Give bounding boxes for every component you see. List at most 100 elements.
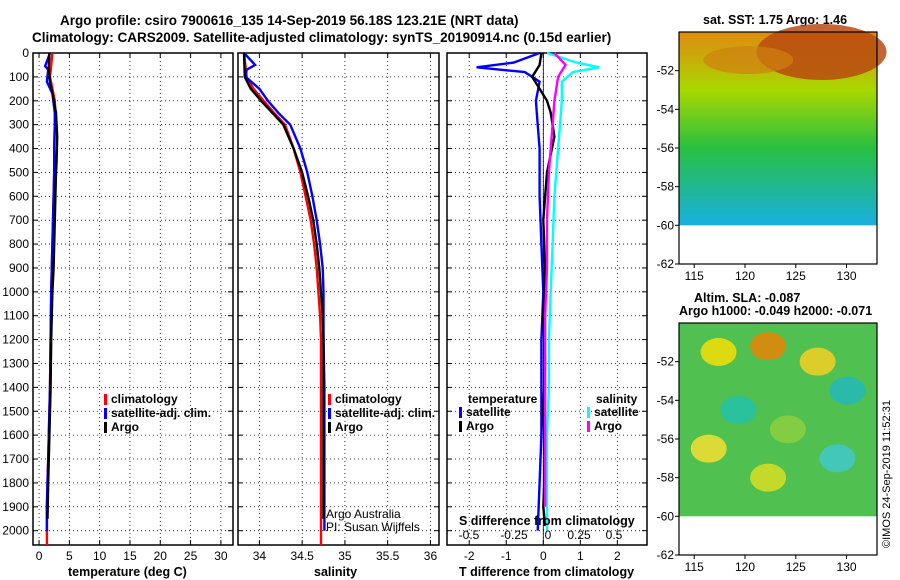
- series-line-temperature-satellite: [476, 51, 545, 531]
- map-y-tick-label: -56: [657, 141, 675, 155]
- legend-swatch: [104, 422, 107, 433]
- temperature-panel: 0 5 10 15 20 25 300100200300400500600700800900…: [2, 46, 234, 563]
- secondary-tick-label: -0.5: [459, 528, 480, 542]
- legend-label: Argo: [335, 420, 363, 434]
- x-tick-label: 20: [154, 549, 168, 563]
- y-tick-label: 900: [9, 261, 29, 275]
- sla-map-subtitle: Argo h1000: -0.049 h2000: -0.071: [679, 304, 872, 318]
- x-tick-label: 1: [577, 549, 584, 563]
- x-tick-label: 0: [540, 549, 547, 563]
- legend-swatch: [587, 421, 590, 432]
- x-tick-label: 34.5: [290, 549, 314, 563]
- legend-swatch: [328, 422, 331, 433]
- legend-label: Argo: [594, 419, 622, 433]
- map-x-tick-label: 130: [837, 560, 857, 574]
- x-tick-label: 2: [614, 549, 621, 563]
- x-tick-label: 5: [66, 549, 73, 563]
- sst-warm-patch: [756, 24, 887, 80]
- map-y-tick-label: -60: [657, 218, 675, 232]
- x-tick-label: 15: [123, 549, 137, 563]
- salinity-panel: 34 34.5 35 35.5 36 climatologysatellite-adj. …: [237, 52, 440, 563]
- legend-label: climatology: [111, 392, 178, 406]
- y-tick-label: 1100: [3, 309, 29, 323]
- y-tick-label: 1200: [2, 333, 29, 347]
- x-tick-label: 0: [36, 549, 43, 563]
- x-tick-label: 36: [424, 549, 438, 563]
- x-tick-label: 25: [184, 549, 198, 563]
- map-y-tick-label: -56: [657, 432, 675, 446]
- x-tick-label: -2: [464, 549, 475, 563]
- map-x-tick-label: 130: [837, 269, 857, 283]
- y-tick-label: 1300: [2, 356, 29, 370]
- legend-title: salinity: [596, 392, 638, 406]
- series-line-argo: [242, 52, 325, 519]
- legend-swatch: [104, 394, 107, 405]
- map-y-tick-label: -52: [657, 64, 675, 78]
- imos-stamp: ©IMOS 24-Sep-2019 11:52:31: [881, 400, 893, 548]
- sla-anomaly-blob: [750, 463, 787, 492]
- sst-warm-patch: [703, 46, 794, 74]
- sla-anomaly-blob: [700, 338, 737, 366]
- map-x-tick-label: 125: [786, 269, 806, 283]
- y-tick-label: 500: [9, 165, 29, 179]
- sla-anomaly-blob: [750, 332, 787, 361]
- sst-map: -52 -54 -56 -58 -60 -62 115 120 125 130: [657, 24, 887, 283]
- x-tick-label: 34: [253, 549, 267, 563]
- annotation-line: Argo Australia: [326, 507, 401, 521]
- y-tick-label: 1400: [2, 380, 29, 394]
- x-tick-label: -1: [501, 549, 512, 563]
- map-x-tick-label: 115: [685, 269, 704, 283]
- legend-label: satellite: [594, 405, 639, 419]
- legend-label: Argo: [111, 420, 139, 434]
- y-tick-label: 100: [9, 70, 29, 84]
- secondary-tick-label: -0.25: [500, 528, 528, 542]
- y-tick-label: 200: [9, 94, 29, 108]
- map-x-tick-label: 115: [685, 560, 704, 574]
- y-tick-label: 1600: [2, 428, 29, 442]
- map-y-tick-label: -62: [657, 548, 675, 562]
- map-x-tick-label: 120: [735, 269, 755, 283]
- series-line-climatology: [242, 52, 323, 545]
- x-tick-label: 30: [214, 549, 228, 563]
- difference-axis-label: T difference from climatology: [459, 565, 634, 579]
- legend-swatch: [459, 421, 462, 432]
- secondary-axis-label: S difference from climatology: [459, 514, 635, 528]
- map-x-tick-label: 125: [786, 560, 806, 574]
- map-y-tick-label: -58: [657, 471, 675, 485]
- legend-label: satellite: [466, 405, 511, 419]
- y-tick-label: 800: [9, 237, 29, 251]
- map-y-tick-label: -54: [657, 102, 675, 116]
- sla-map: -52 -54 -56 -58 -60 -62 115 120 125 130: [657, 322, 878, 574]
- series-line-salinity-argo: [543, 52, 568, 507]
- secondary-tick-label: 0.5: [606, 528, 623, 542]
- legend-swatch: [328, 394, 331, 405]
- sla-anomaly-blob: [819, 444, 856, 473]
- legend-title: temperature: [468, 392, 538, 406]
- sst-map-title: sat. SST: 1.75 Argo: 1.46: [703, 13, 847, 27]
- y-tick-label: 1000: [2, 285, 29, 299]
- annotation-line: PI: Susan Wijffels: [326, 520, 420, 534]
- map-y-tick-label: -58: [657, 180, 675, 194]
- sla-anomaly-blob: [829, 376, 866, 405]
- legend-label: satellite-adj. clim.: [335, 406, 435, 420]
- series-line-salinity-satellite: [545, 51, 600, 531]
- secondary-tick-label: 0: [545, 528, 552, 542]
- header-line-1: Argo profile: csiro 7900616_135 14-Sep-2…: [60, 13, 518, 28]
- y-tick-label: 700: [9, 213, 29, 227]
- legend-label: climatology: [335, 392, 402, 406]
- map-x-tick-label: 120: [735, 560, 755, 574]
- sla-anomaly-blob: [690, 434, 727, 463]
- y-tick-label: 1700: [2, 452, 29, 466]
- sla-anomaly-blob: [720, 396, 757, 424]
- sla-anomaly-blob: [799, 347, 836, 376]
- legend-swatch: [328, 408, 331, 419]
- x-tick-label: 35: [338, 549, 352, 563]
- legend-swatch: [459, 407, 462, 418]
- legend-label: satellite-adj. clim.: [111, 406, 211, 420]
- plot-frame: [237, 52, 440, 546]
- y-tick-label: 400: [9, 142, 29, 156]
- map-y-tick-label: -52: [657, 355, 675, 369]
- y-tick-label: 1900: [2, 500, 29, 514]
